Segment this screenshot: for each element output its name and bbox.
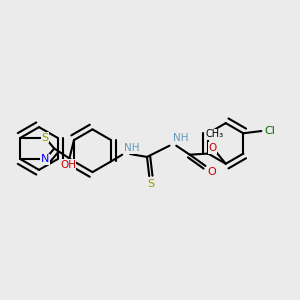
Text: OH: OH (60, 160, 76, 170)
Text: NH: NH (172, 133, 188, 143)
Text: S: S (147, 179, 154, 189)
Text: S: S (42, 133, 49, 143)
Text: N: N (41, 154, 50, 164)
Text: O: O (208, 143, 216, 153)
Text: O: O (207, 167, 216, 177)
Text: NH: NH (124, 143, 139, 153)
Text: CH₃: CH₃ (206, 130, 224, 140)
Text: Cl: Cl (264, 126, 275, 136)
